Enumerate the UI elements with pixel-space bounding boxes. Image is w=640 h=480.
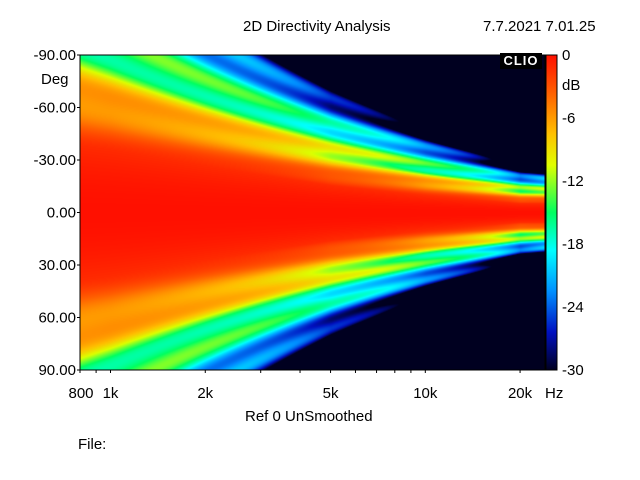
chart-title: 2D Directivity Analysis xyxy=(243,18,391,35)
heatmap-canvas xyxy=(80,55,545,370)
heatmap-area xyxy=(80,55,545,370)
colorbar-axis: 0 -6 -12 -18 -24 -30 xyxy=(562,47,584,379)
y-tick-label: -30.00 xyxy=(33,152,76,169)
y-tick-label: -60.00 xyxy=(33,100,76,117)
colorbar-tick-label: -30 xyxy=(562,362,584,379)
y-axis-unit: Deg xyxy=(41,71,69,88)
colorbar-tick-label: -12 xyxy=(562,173,584,190)
y-tick-label: 90.00 xyxy=(38,362,76,379)
colorbar-tick-label: 0 xyxy=(562,47,570,64)
x-axis-unit: Hz xyxy=(545,385,563,402)
reference-label: Ref 0 UnSmoothed xyxy=(245,408,373,425)
x-tick-label: 2k xyxy=(197,385,213,402)
colorbar-tick-label: -24 xyxy=(562,299,584,316)
colorbar xyxy=(545,54,558,371)
colorbar-tick-label: -6 xyxy=(562,110,575,127)
y-axis: -90.00 -60.00 -30.00 0.00 30.00 60.00 90.00 xyxy=(33,47,80,379)
x-tick-label: 800 xyxy=(68,385,93,402)
x-axis: 800 1k 2k 5k 10k 20k xyxy=(68,370,533,402)
y-tick-label: -90.00 xyxy=(33,47,76,64)
clio-logo: CLIO xyxy=(500,53,542,69)
y-tick-label: 60.00 xyxy=(38,310,76,327)
y-tick-label: 30.00 xyxy=(38,257,76,274)
colorbar-tick-label: -18 xyxy=(562,236,584,253)
x-tick-label: 5k xyxy=(323,385,339,402)
y-tick-label: 0.00 xyxy=(47,205,76,222)
x-tick-label: 1k xyxy=(103,385,119,402)
timestamp: 7.7.2021 7.01.25 xyxy=(483,18,596,35)
colorbar-unit: dB xyxy=(562,77,580,94)
file-label: File: xyxy=(78,436,107,453)
x-tick-label: 10k xyxy=(413,385,438,402)
x-tick-label: 20k xyxy=(508,385,533,402)
